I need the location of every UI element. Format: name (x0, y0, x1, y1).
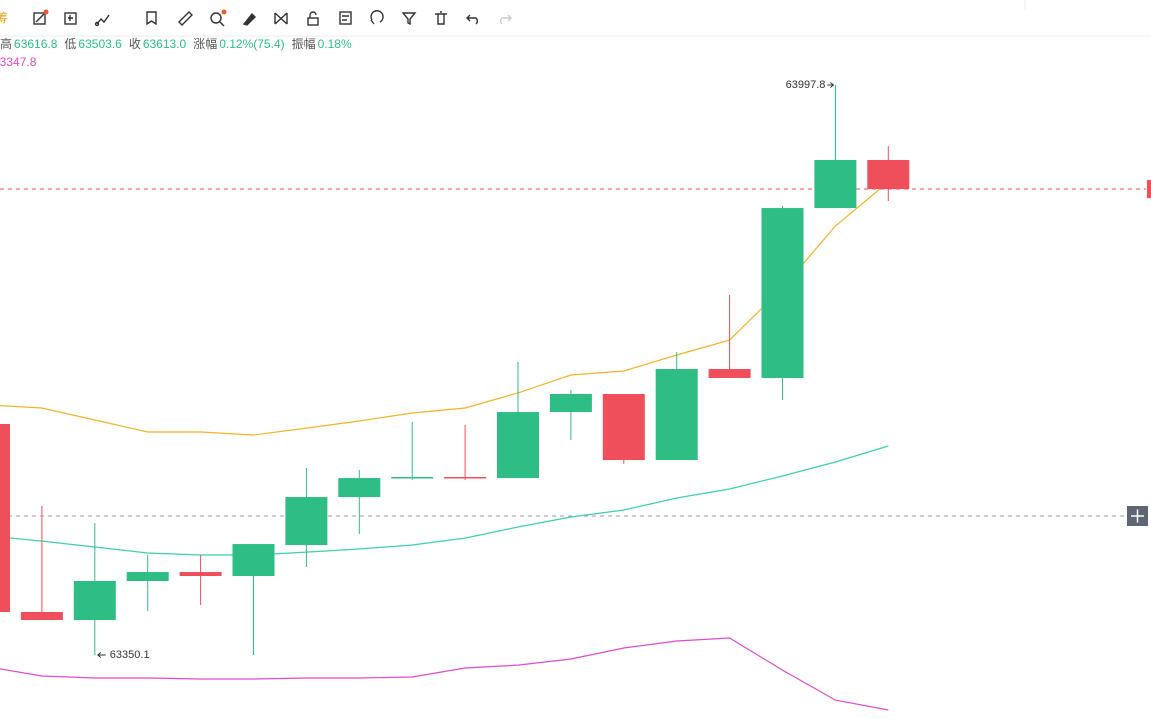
candle-body (761, 208, 804, 378)
legend-value: 63503.6 (78, 37, 122, 51)
toolbar-icon[interactable] (94, 14, 110, 27)
band-value: 63347.8 (0, 55, 37, 69)
legend-label: 高 (0, 36, 12, 51)
candle-body (179, 572, 222, 576)
legend-label: 低 (64, 37, 76, 51)
add-button-icon[interactable] (1131, 509, 1144, 523)
candle-body (73, 581, 116, 620)
legend-value: 0.12%(75.4) (219, 37, 284, 51)
toolbar-cut-label[interactable]: 筹 (0, 11, 8, 25)
candle-body (708, 369, 751, 378)
last-price-tag (1147, 180, 1151, 199)
candle-body (126, 572, 169, 582)
toolbar-icon[interactable] (401, 12, 417, 26)
toolbar-icon[interactable] (370, 10, 384, 25)
toolbar-icon[interactable] (210, 9, 227, 27)
toolbar-icon[interactable] (242, 12, 256, 26)
toolbar-icon[interactable] (33, 9, 49, 25)
max-marker-label: 63997.8 (786, 79, 826, 91)
candle-body (285, 497, 328, 546)
candle-body (867, 159, 910, 190)
band-line (0, 637, 889, 711)
candle-body (549, 394, 592, 413)
legend-label: 涨幅 (193, 36, 217, 51)
band-line (0, 445, 889, 556)
candle-body (232, 544, 275, 576)
legend-value: 63616.8 (14, 37, 58, 51)
candle-body (338, 478, 381, 498)
legend-value: 0.18% (318, 37, 352, 51)
candle-body (20, 611, 63, 620)
candle-body (0, 424, 10, 612)
candle-body (602, 394, 645, 461)
toolbar: 筹 (0, 0, 1151, 37)
max-marker-arrow (827, 82, 835, 88)
candle-body (814, 159, 857, 209)
legend-value: 63613.0 (143, 37, 187, 51)
min-marker-arrow (97, 652, 106, 658)
candle-body (655, 369, 698, 461)
toolbar-icon[interactable] (435, 11, 447, 25)
toolbar-icon[interactable] (307, 11, 319, 26)
candle-body (391, 476, 434, 479)
legend-label: 振幅 (292, 36, 316, 51)
toolbar-icon[interactable] (274, 12, 288, 25)
legend-label: 收 (129, 37, 141, 51)
toolbar-icon[interactable] (466, 14, 478, 25)
band-line (0, 181, 889, 436)
candle-body (497, 412, 539, 479)
toolbar-icon[interactable] (339, 11, 352, 25)
add-button[interactable] (1127, 506, 1148, 526)
toolbar-icon[interactable] (146, 11, 157, 26)
toolbar-icon[interactable] (64, 12, 77, 25)
header-legend: 高 63616.8 低 63503.6 收 63613.0 涨幅 0.12%(75.4) 振幅 0… (0, 36, 352, 51)
plot: 63997.8 63350.1 (0, 79, 1151, 711)
candle-body (444, 476, 487, 479)
toolbar-icon[interactable] (178, 11, 193, 26)
min-marker-label: 63350.1 (110, 649, 150, 661)
toolbar-icon (500, 14, 512, 25)
